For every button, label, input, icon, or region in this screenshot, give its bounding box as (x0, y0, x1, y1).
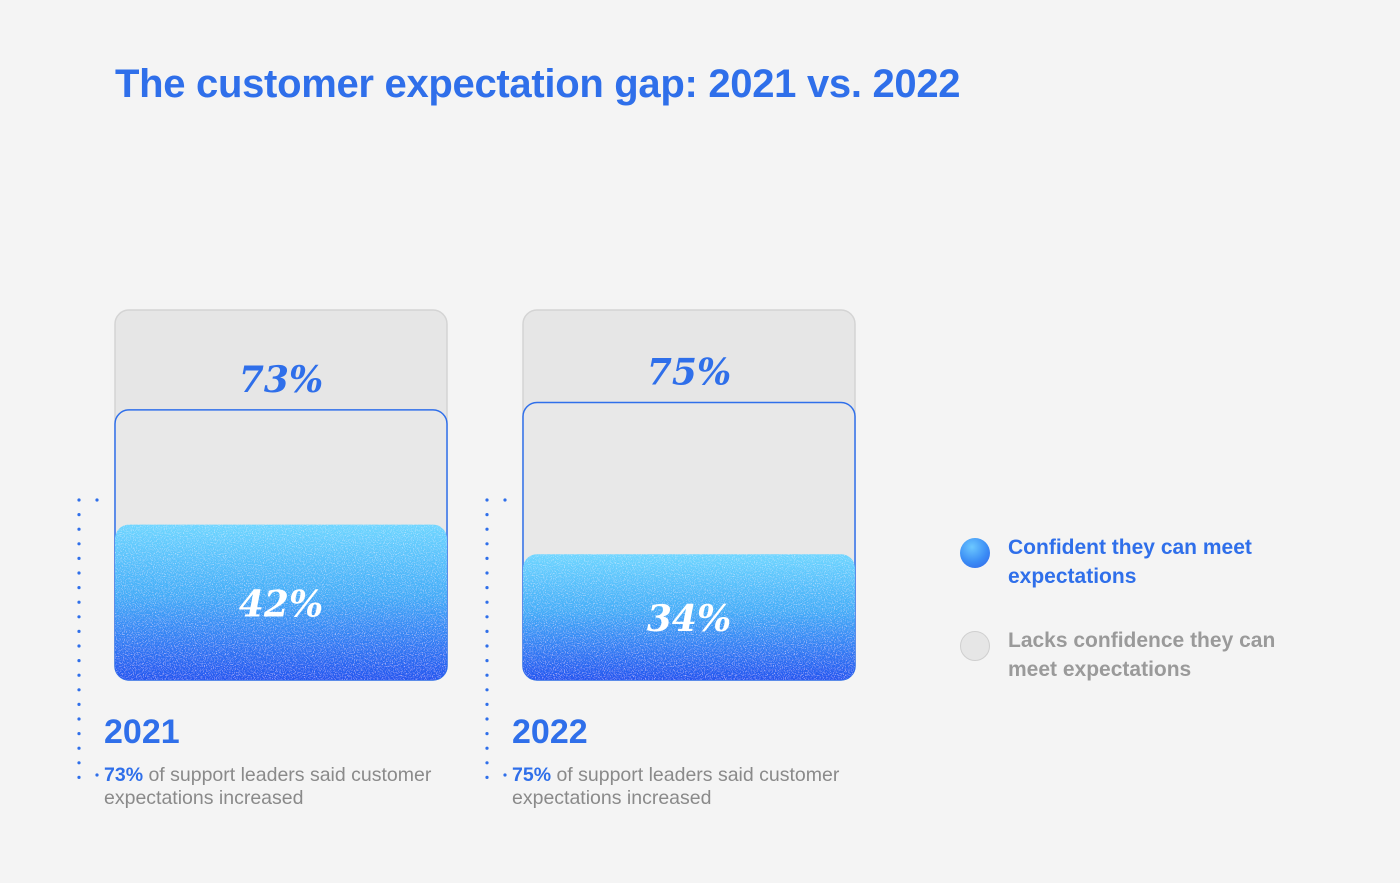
bracket-dot-2021 (77, 761, 81, 765)
bracket-dot-2022 (485, 498, 489, 502)
caption-highlight-2021: 73% (104, 764, 144, 786)
bracket-dot-2022 (485, 688, 489, 692)
legend-label-confident: Confident they can meet expectations (1008, 536, 1252, 588)
bar-confident-2022 (523, 554, 855, 680)
bracket-dot-2022 (485, 513, 489, 517)
bracket-dot-2021 (77, 688, 81, 692)
bracket-dot-2022 (485, 761, 489, 765)
bracket-dot-2022 (485, 586, 489, 590)
bracket-dot-2022 (485, 600, 489, 604)
legend-swatch-lacks (960, 631, 990, 661)
bracket-dot-2021 (77, 527, 81, 531)
bracket-dot-2022 (485, 629, 489, 634)
bracket-dot-2022 (485, 746, 489, 750)
value-label-confident-2021: 42% (239, 583, 323, 625)
bracket-dot-2021 (77, 571, 81, 575)
bracket-dot-2021 (77, 513, 81, 517)
bracket-dot-2021 (77, 629, 81, 634)
bracket-dot-2022 (485, 717, 489, 721)
bracket-dot-2021 (77, 586, 81, 590)
bracket-dot-2021 (95, 773, 99, 777)
bracket-dot-2021 (77, 775, 81, 780)
chart-title: The customer expectation gap: 2021 vs. 2… (115, 62, 961, 106)
bracket-dot-2021 (77, 702, 81, 707)
bracket-dot-2021 (95, 498, 99, 502)
year-label-2022: 2022 (512, 713, 588, 751)
value-label-expectations-2022: 75% (647, 352, 731, 394)
bracket-dot-2022 (485, 775, 489, 780)
bracket-dot-2021 (77, 542, 81, 546)
caption-highlight-2022: 75% (512, 764, 552, 786)
value-label-expectations-2021: 73% (239, 359, 323, 401)
bracket-dot-2021 (77, 746, 81, 750)
caption-2022: 75% of support leaders said customer exp… (512, 764, 852, 810)
bracket-dot-2022 (485, 542, 489, 546)
caption-text-2022: of support leaders said customer expecta… (512, 764, 840, 809)
legend-swatch-confident (960, 538, 990, 568)
bracket-dot-2021 (77, 644, 81, 648)
bracket-dot-2022 (503, 773, 507, 777)
caption-text-2021: of support leaders said customer expecta… (104, 764, 432, 809)
caption-2021: 73% of support leaders said customer exp… (104, 764, 444, 810)
bracket-dot-2022 (485, 659, 489, 663)
bracket-dot-2021 (77, 600, 81, 604)
legend-item-lacks: Lacks confidence they can meet expectati… (960, 626, 1278, 684)
bracket-dot-2021 (77, 673, 81, 677)
bracket-dot-2021 (77, 717, 81, 721)
bracket-dot-2022 (485, 571, 489, 575)
bar-confident-2021 (115, 524, 447, 680)
value-label-confident-2022: 34% (647, 598, 731, 640)
bracket-dot-2021 (77, 498, 81, 502)
legend-item-confident: Confident they can meet expectations (960, 533, 1278, 591)
bracket-dot-2022 (485, 702, 489, 707)
bracket-dot-2022 (485, 615, 489, 619)
bracket-dot-2022 (485, 556, 489, 561)
bracket-dot-2022 (485, 732, 489, 736)
bracket-dot-2022 (485, 527, 489, 531)
bracket-dot-2021 (77, 615, 81, 619)
bracket-dot-2021 (77, 556, 81, 561)
bracket-dot-2021 (77, 732, 81, 736)
year-label-2021: 2021 (104, 713, 180, 751)
bracket-dot-2021 (77, 659, 81, 663)
bracket-dot-2022 (485, 644, 489, 648)
bracket-dot-2022 (485, 673, 489, 677)
bracket-dot-2022 (503, 498, 507, 502)
legend-label-lacks: Lacks confidence they can meet expectati… (1008, 629, 1276, 681)
